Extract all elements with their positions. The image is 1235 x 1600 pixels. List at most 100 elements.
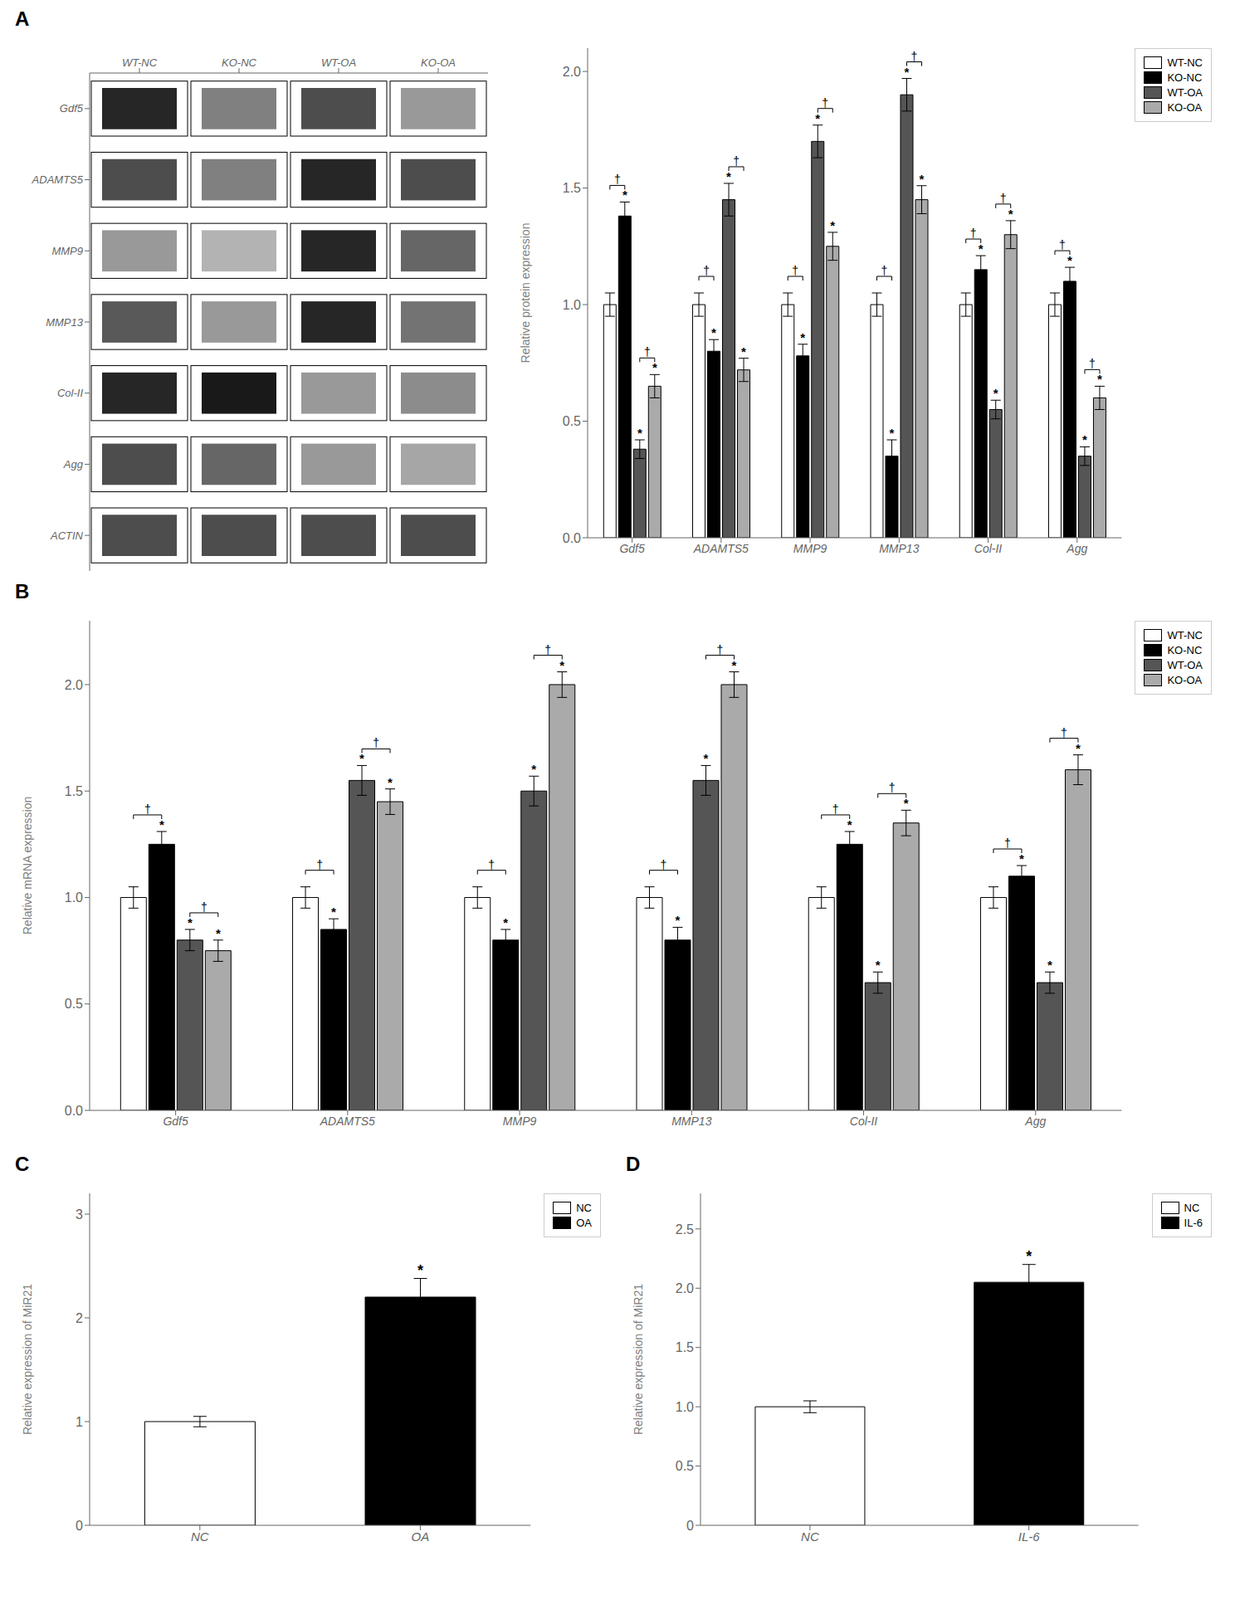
- svg-text:†: †: [660, 858, 668, 872]
- svg-text:2: 2: [75, 1311, 83, 1326]
- svg-text:*: *: [903, 795, 909, 811]
- svg-text:MMP9: MMP9: [793, 541, 828, 556]
- svg-text:1.5: 1.5: [64, 784, 83, 799]
- svg-text:2.0: 2.0: [675, 1281, 694, 1296]
- svg-text:†: †: [821, 96, 829, 110]
- svg-text:*: *: [215, 926, 221, 941]
- svg-text:Gdf5: Gdf5: [59, 102, 84, 115]
- svg-text:*: *: [331, 904, 337, 919]
- svg-text:Relative mRNA expression: Relative mRNA expression: [20, 796, 35, 936]
- svg-text:1.5: 1.5: [675, 1340, 694, 1355]
- svg-text:†: †: [702, 263, 710, 278]
- svg-text:†: †: [200, 900, 208, 914]
- svg-text:†: †: [644, 345, 651, 359]
- svg-text:1.5: 1.5: [562, 180, 581, 196]
- svg-text:†: †: [881, 263, 889, 278]
- svg-text:Relative protein expression: Relative protein expression: [518, 223, 533, 364]
- svg-text:*: *: [187, 915, 193, 930]
- svg-text:WT-OA: WT-OA: [321, 56, 357, 69]
- svg-text:MMP13: MMP13: [45, 316, 84, 329]
- svg-text:2.0: 2.0: [562, 64, 581, 79]
- svg-text:3: 3: [75, 1207, 83, 1222]
- svg-text:*: *: [726, 169, 732, 184]
- svg-text:*: *: [732, 658, 738, 673]
- svg-text:2.0: 2.0: [64, 678, 83, 693]
- svg-text:Col-II: Col-II: [974, 541, 1003, 556]
- svg-text:†: †: [1088, 356, 1096, 371]
- svg-text:†: †: [832, 802, 840, 816]
- svg-text:*: *: [815, 111, 821, 126]
- svg-text:*: *: [1008, 206, 1014, 221]
- svg-text:0: 0: [75, 1518, 83, 1533]
- svg-text:ADAMTS5: ADAMTS5: [319, 1114, 376, 1128]
- svg-text:*: *: [622, 187, 628, 202]
- svg-text:0.0: 0.0: [562, 531, 581, 546]
- svg-text:†: †: [1060, 726, 1068, 740]
- svg-text:KO-OA: KO-OA: [420, 56, 456, 69]
- svg-text:*: *: [889, 425, 895, 440]
- svg-text:*: *: [159, 817, 165, 832]
- svg-text:OA: OA: [411, 1529, 430, 1544]
- svg-text:†: †: [1004, 836, 1011, 850]
- svg-text:1.0: 1.0: [675, 1400, 694, 1415]
- svg-text:†: †: [372, 736, 380, 750]
- svg-text:Col-II: Col-II: [57, 386, 83, 400]
- svg-text:*: *: [993, 385, 999, 401]
- svg-text:WT-NC: WT-NC: [122, 56, 158, 69]
- svg-text:†: †: [791, 263, 799, 278]
- svg-text:†: †: [488, 858, 495, 872]
- svg-text:MMP9: MMP9: [502, 1114, 537, 1128]
- svg-text:*: *: [1075, 741, 1081, 756]
- svg-text:*: *: [1019, 851, 1025, 866]
- svg-text:†: †: [316, 858, 323, 872]
- svg-text:*: *: [1047, 957, 1053, 972]
- svg-text:KO-NC: KO-NC: [221, 56, 258, 69]
- svg-text:ACTIN: ACTIN: [49, 529, 84, 542]
- svg-text:*: *: [829, 218, 835, 233]
- svg-text:MMP9: MMP9: [51, 244, 83, 258]
- svg-text:*: *: [1067, 253, 1073, 268]
- svg-text:*: *: [741, 344, 747, 359]
- svg-text:0.0: 0.0: [64, 1103, 83, 1118]
- svg-text:†: †: [732, 154, 740, 168]
- svg-text:MMP13: MMP13: [671, 1114, 712, 1128]
- svg-text:*: *: [711, 325, 717, 340]
- svg-text:*: *: [531, 761, 537, 777]
- svg-text:*: *: [904, 64, 910, 79]
- svg-text:†: †: [970, 226, 977, 240]
- svg-text:†: †: [1059, 238, 1066, 252]
- svg-text:*: *: [417, 1262, 424, 1279]
- svg-text:*: *: [800, 330, 806, 345]
- svg-text:*: *: [1097, 371, 1103, 386]
- svg-text:†: †: [544, 643, 552, 657]
- svg-text:*: *: [559, 658, 565, 673]
- svg-text:Col-II: Col-II: [849, 1114, 879, 1128]
- svg-text:0: 0: [686, 1518, 694, 1533]
- svg-text:*: *: [652, 360, 658, 375]
- svg-text:ADAMTS5: ADAMTS5: [693, 541, 749, 556]
- svg-text:0.5: 0.5: [675, 1459, 694, 1474]
- svg-text:Gdf5: Gdf5: [162, 1114, 189, 1128]
- svg-text:†: †: [1000, 191, 1007, 206]
- svg-text:NC: NC: [190, 1529, 210, 1544]
- svg-text:*: *: [359, 751, 365, 766]
- svg-text:NC: NC: [800, 1529, 820, 1544]
- svg-text:2.5: 2.5: [675, 1222, 694, 1237]
- svg-text:*: *: [1082, 432, 1088, 447]
- svg-text:0.5: 0.5: [562, 414, 581, 429]
- svg-text:Relative expression of MiR21: Relative expression of MiR21: [20, 1283, 35, 1436]
- svg-text:†: †: [614, 172, 621, 186]
- svg-text:*: *: [978, 241, 984, 256]
- svg-text:Agg: Agg: [63, 458, 84, 471]
- svg-text:*: *: [637, 425, 643, 440]
- svg-text:MMP13: MMP13: [878, 541, 919, 556]
- svg-text:Agg: Agg: [1024, 1114, 1046, 1128]
- svg-text:*: *: [675, 912, 681, 928]
- svg-text:0.5: 0.5: [64, 996, 83, 1011]
- svg-text:*: *: [875, 957, 881, 972]
- svg-text:1.0: 1.0: [562, 297, 581, 313]
- svg-text:1.0: 1.0: [64, 890, 83, 905]
- svg-text:*: *: [847, 817, 853, 832]
- svg-text:ADAMTS5: ADAMTS5: [31, 173, 84, 186]
- svg-text:†: †: [888, 781, 896, 795]
